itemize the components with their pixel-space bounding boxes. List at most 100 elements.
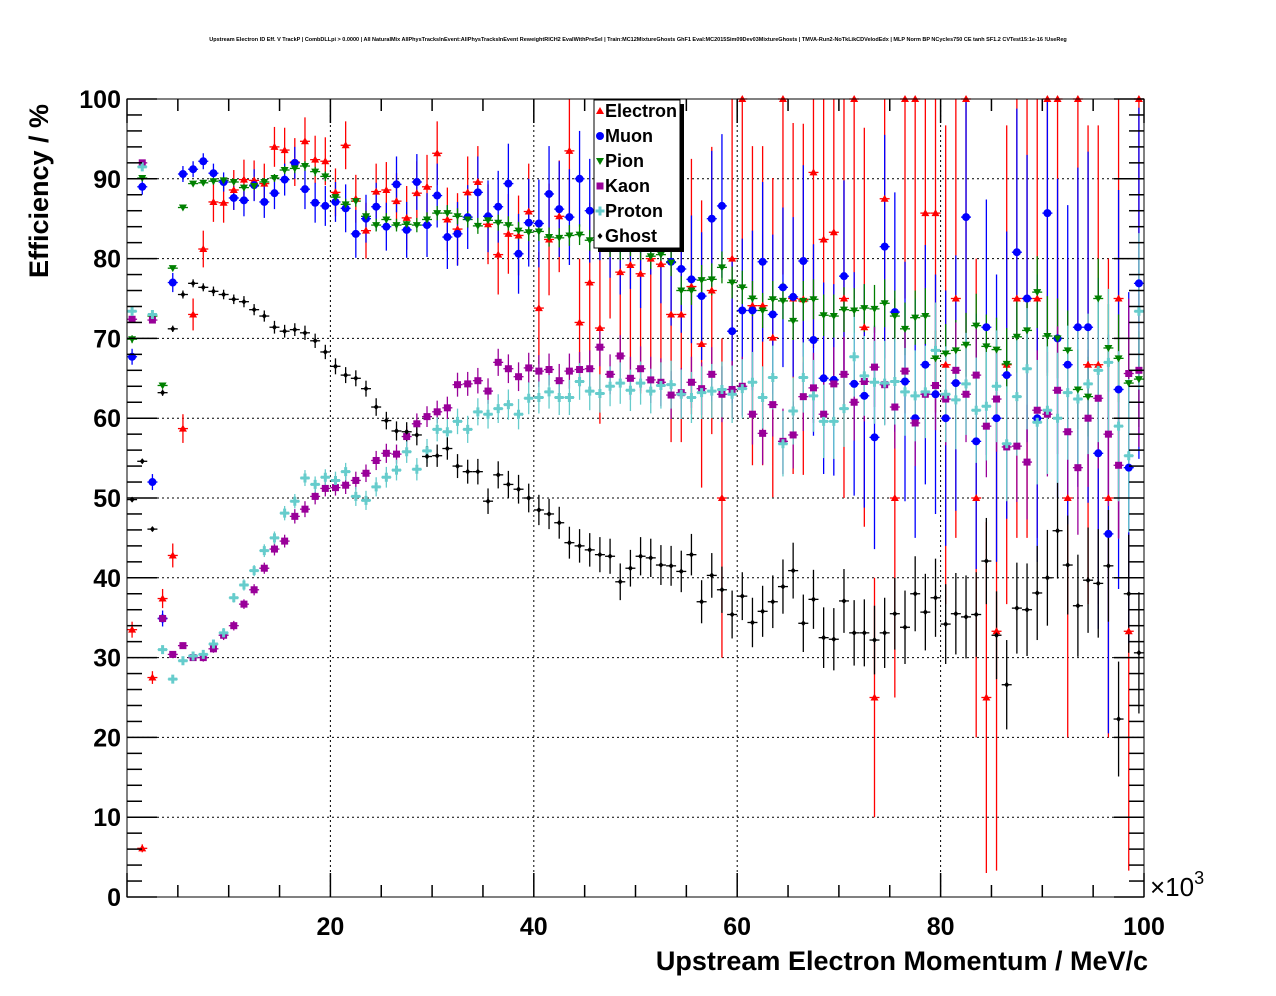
pion-point bbox=[870, 305, 879, 313]
proton-point bbox=[381, 472, 391, 482]
kaon-point bbox=[443, 404, 451, 412]
ghost-point bbox=[546, 510, 552, 517]
pion-point bbox=[758, 307, 767, 315]
proton-point bbox=[442, 427, 452, 437]
muon-point bbox=[280, 175, 289, 184]
pion-point bbox=[748, 295, 757, 303]
ghost-point bbox=[861, 629, 867, 636]
pion-point bbox=[514, 227, 523, 235]
kaon-point bbox=[586, 365, 594, 373]
kaon-point bbox=[159, 614, 167, 622]
proton-point bbox=[178, 656, 188, 666]
electron-point bbox=[656, 260, 665, 268]
ghost-point bbox=[902, 624, 908, 631]
kaon-point bbox=[982, 422, 990, 430]
pion-point bbox=[656, 251, 665, 259]
ghost-point bbox=[749, 619, 755, 626]
y-tick-label: 60 bbox=[93, 405, 121, 433]
muon-point bbox=[687, 275, 696, 284]
muon-point bbox=[677, 264, 686, 273]
proton-point bbox=[280, 508, 290, 518]
proton-point bbox=[676, 389, 686, 399]
ghost-point bbox=[566, 539, 572, 546]
ghost-point bbox=[953, 610, 959, 617]
muon-point bbox=[1012, 248, 1021, 257]
ghost-point bbox=[627, 565, 633, 572]
kaon-point bbox=[840, 370, 848, 378]
pion-point bbox=[199, 179, 208, 187]
y-axis-title: Efficiency / % bbox=[24, 104, 54, 278]
ghost-point bbox=[983, 558, 989, 565]
ghost-point bbox=[383, 417, 389, 424]
pion-point bbox=[423, 216, 432, 224]
y-tick-label: 70 bbox=[93, 325, 121, 353]
ghost-point bbox=[688, 551, 694, 558]
ghost-point bbox=[149, 526, 155, 533]
electron-point bbox=[311, 155, 320, 163]
proton-point bbox=[198, 649, 208, 659]
proton-point bbox=[534, 392, 544, 402]
proton-point bbox=[412, 464, 422, 474]
electron-point bbox=[219, 198, 228, 206]
electron-point bbox=[748, 301, 757, 309]
electron-point bbox=[168, 551, 177, 559]
pion-point bbox=[1033, 289, 1042, 297]
kaon-point bbox=[454, 381, 462, 389]
kaon-point bbox=[484, 387, 492, 395]
electron-point bbox=[494, 250, 503, 258]
x-tick-label: 60 bbox=[723, 913, 751, 941]
proton-point bbox=[829, 416, 839, 426]
electron-point bbox=[372, 187, 381, 195]
ghost-point bbox=[1085, 577, 1091, 584]
pion-point bbox=[1084, 393, 1093, 401]
ghost-point bbox=[800, 620, 806, 627]
proton-point bbox=[422, 446, 432, 456]
pion-point bbox=[880, 300, 889, 308]
electron-point bbox=[280, 146, 289, 154]
kaon-point bbox=[942, 395, 950, 403]
electron-point bbox=[697, 339, 706, 347]
kaon-point bbox=[169, 650, 177, 658]
pion-point bbox=[1073, 386, 1082, 394]
kaon-point bbox=[728, 385, 736, 393]
kaon-point bbox=[993, 395, 1001, 403]
proton-point bbox=[971, 405, 981, 415]
kaon-point bbox=[667, 391, 675, 399]
kaon-point bbox=[525, 364, 533, 372]
muon-point bbox=[351, 229, 360, 238]
proton-point bbox=[666, 380, 676, 390]
proton-point bbox=[1103, 357, 1113, 367]
muon-point bbox=[962, 213, 971, 222]
electron-point bbox=[524, 207, 533, 215]
electron-point bbox=[250, 176, 259, 184]
kaon-point bbox=[515, 373, 523, 381]
ghost-point bbox=[302, 329, 308, 336]
electron-point bbox=[667, 310, 676, 318]
kaon-point bbox=[870, 363, 878, 371]
electron-point bbox=[717, 494, 726, 501]
ghost-point bbox=[943, 621, 949, 628]
electron-point bbox=[1084, 360, 1093, 368]
pion-point bbox=[1124, 380, 1133, 388]
ghost-point bbox=[1116, 716, 1122, 723]
electron-point bbox=[636, 269, 645, 277]
pion-point bbox=[1094, 295, 1103, 303]
kaon-point bbox=[362, 469, 370, 477]
electron-point bbox=[239, 175, 248, 183]
proton-point bbox=[1053, 413, 1063, 423]
electron-point bbox=[341, 141, 350, 149]
kaon-point bbox=[830, 380, 838, 388]
ghost-point bbox=[892, 610, 898, 617]
electron-point bbox=[860, 323, 869, 331]
proton-point bbox=[890, 376, 900, 386]
kaon-point bbox=[535, 367, 543, 375]
muon-point bbox=[819, 374, 828, 383]
proton-point bbox=[605, 381, 615, 391]
pion-point bbox=[677, 287, 686, 295]
electron-point bbox=[839, 294, 848, 302]
kaon-point bbox=[932, 381, 940, 389]
ghost-point bbox=[536, 506, 542, 513]
pion-point bbox=[1043, 333, 1052, 341]
proton-point bbox=[595, 388, 605, 398]
muon-point bbox=[148, 478, 157, 487]
